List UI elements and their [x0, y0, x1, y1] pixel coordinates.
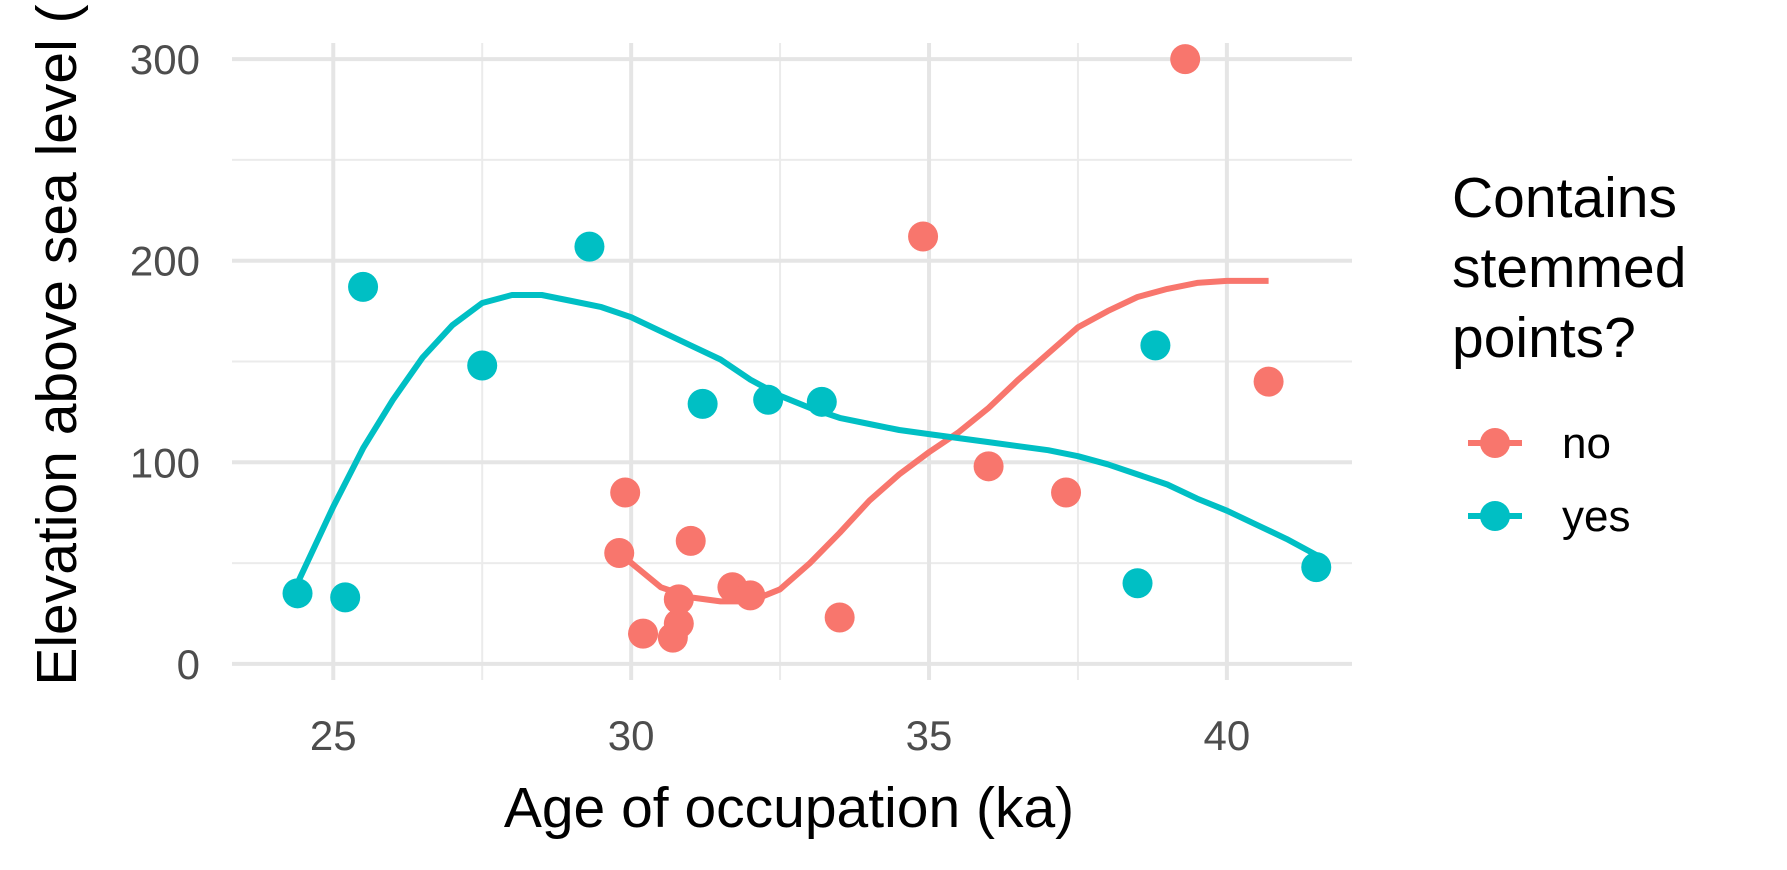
legend-title-line-2: stemmed: [1452, 236, 1686, 300]
y-tick-label: 100: [130, 439, 200, 486]
legend-label-yes: yes: [1562, 492, 1630, 541]
data-point-yes: [348, 271, 379, 302]
data-point-no: [663, 584, 694, 615]
data-point-no: [610, 477, 641, 508]
smooth-line-no: [617, 277, 1269, 605]
x-tick-labels: 25 30 35 40: [310, 712, 1250, 759]
data-point-yes: [467, 350, 498, 381]
x-tick-label: 30: [608, 712, 655, 759]
legend: Contains stemmed points? no yes: [1452, 166, 1686, 541]
data-point-no: [824, 602, 855, 633]
legend-key-point-yes: [1480, 501, 1510, 531]
major-gridlines: [232, 43, 1352, 680]
legend-key-point-no: [1480, 428, 1510, 458]
legend-items: no yes: [1468, 419, 1630, 541]
data-point-yes: [574, 231, 605, 262]
data-point-yes: [1140, 330, 1171, 361]
data-point-no: [628, 618, 659, 649]
data-points: [282, 44, 1332, 653]
legend-title-line-3: points?: [1452, 306, 1636, 370]
legend-label-no: no: [1562, 419, 1611, 468]
data-point-no: [1170, 44, 1201, 75]
legend-title-line-1: Contains: [1452, 166, 1677, 230]
x-axis-title: Age of occupation (ka): [504, 776, 1074, 840]
data-point-no: [604, 538, 635, 569]
data-point-no: [973, 451, 1004, 482]
x-tick-label: 40: [1204, 712, 1251, 759]
smooth-lines: [294, 277, 1318, 605]
data-point-yes: [330, 582, 361, 613]
x-tick-label: 25: [310, 712, 357, 759]
data-point-no: [735, 580, 766, 611]
x-tick-label: 35: [906, 712, 953, 759]
y-tick-label: 200: [130, 238, 200, 285]
y-axis-title: Elevation above sea level (: [25, 4, 89, 685]
data-point-yes: [1122, 568, 1153, 599]
data-point-no: [663, 608, 694, 639]
data-point-yes: [753, 384, 784, 415]
y-tick-label: 300: [130, 36, 200, 83]
data-point-yes: [1301, 552, 1332, 583]
data-point-yes: [282, 578, 313, 609]
minor-gridlines: [232, 43, 1352, 680]
y-tick-label: 0: [177, 641, 200, 688]
data-point-no: [1253, 366, 1284, 397]
data-point-yes: [687, 388, 718, 419]
data-point-yes: [806, 386, 837, 417]
data-point-no: [1051, 477, 1082, 508]
data-point-no: [675, 525, 706, 556]
y-tick-labels: 0 100 200 300: [130, 36, 200, 688]
data-point-no: [908, 221, 939, 252]
